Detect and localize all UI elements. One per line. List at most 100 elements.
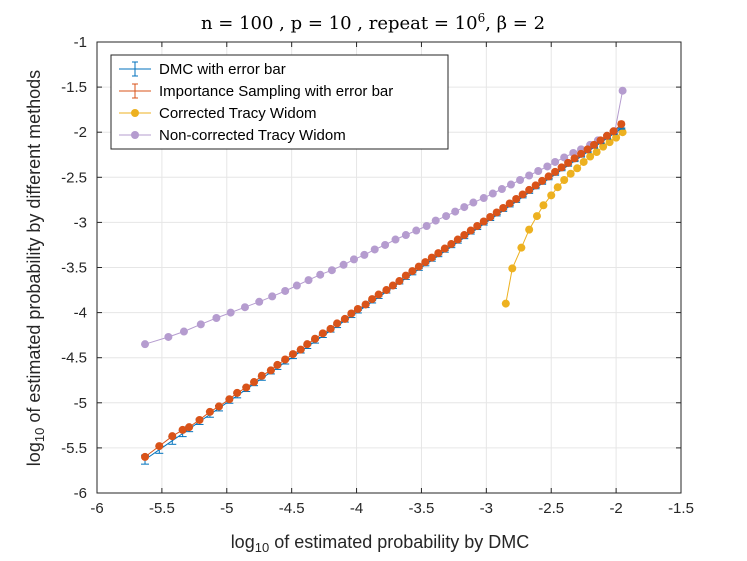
importance-sampling-with-error-bar-point [603,131,612,140]
corrected-tracy-widom-point [547,191,556,200]
y-tick-label: -3.5 [61,260,87,277]
non-corrected-tracy-widom-point [618,86,627,95]
non-corrected-tracy-widom-point [401,231,410,240]
non-corrected-tracy-widom-point [164,332,173,341]
y-axis-label-sub: 10 [32,428,47,442]
importance-sampling-with-error-bar-point [447,240,456,249]
axis-ticks: -6 -5.5 -5 -4.5 -4 -3.5 -3 -2.5 -2 -1.5 -6 -5.5 -5 -4… [61,34,694,517]
non-corrected-tracy-widom-point [460,203,469,212]
importance-sampling-with-error-bar-point [141,452,150,461]
y-tick-label: -1.5 [61,79,87,96]
importance-sampling-with-error-bar-point [333,319,342,328]
x-tick-label: -2.5 [538,500,564,517]
importance-sampling-with-error-bar-point [434,249,443,258]
importance-sampling-with-error-bar-point [505,199,514,208]
y-tick-label: -3 [74,214,87,231]
corrected-tracy-widom-point [539,201,548,210]
importance-sampling-with-error-bar-point [368,295,377,304]
importance-sampling-with-error-bar-point [225,395,234,404]
non-corrected-tracy-widom-point [268,292,277,301]
importance-sampling-with-error-bar-point [303,340,312,349]
corrected-tracy-widom-point [501,299,510,308]
importance-sampling-with-error-bar-point [583,145,592,154]
x-tick-label: -3 [480,500,493,517]
importance-sampling-with-error-bar-point [479,217,488,226]
importance-sampling-with-error-bar-point [557,163,566,172]
legend-box [110,54,449,150]
non-corrected-tracy-widom-point [422,222,431,231]
importance-sampling-with-error-bar-point [551,167,560,176]
importance-sampling-with-error-bar-point [408,267,417,276]
legend-swatch-dot-corrected-tracy-widom [131,109,139,117]
legend-swatch-dot-non-corrected-tracy-widom [131,131,139,139]
chart-title-main: n = 100 , p = 10 , repeat = 10 [201,13,478,34]
x-tick-label: -5.5 [149,500,175,517]
y-axis-label: log10 of estimated probability by differ… [24,70,47,466]
non-corrected-tracy-widom-point [479,194,488,203]
importance-sampling-with-error-bar-point [473,222,482,231]
importance-sampling-with-error-bar-point [440,244,449,253]
non-corrected-tracy-widom-point [525,171,534,180]
y-tick-label: -4 [74,305,87,322]
legend-label-dmc-with-error-bar: DMC with error bar [159,61,286,78]
y-tick-label: -5.5 [61,440,87,457]
legend: DMC with error bar Importance Sampling wi… [110,54,449,150]
importance-sampling-with-error-bar-point [178,425,187,434]
corrected-tracy-widom-point [605,138,614,147]
non-corrected-tracy-widom-point [292,281,301,290]
importance-sampling-with-error-bar-point [590,140,599,149]
importance-sampling-with-error-bar-point [388,281,397,290]
non-corrected-tracy-widom-point [212,314,221,323]
importance-sampling-with-error-bar-point [205,407,214,416]
non-corrected-tracy-widom-point [488,189,497,198]
importance-sampling-with-error-bar-point [288,350,297,359]
importance-sampling-with-error-bar-point [427,253,436,262]
importance-sampling-with-error-bar-point [168,432,177,441]
y-axis-label-rest: of estimated probability by different me… [24,70,44,428]
non-corrected-tracy-widom-point [304,276,313,285]
y-tick-label: -6 [74,485,87,502]
non-corrected-tracy-widom-point [255,297,264,306]
importance-sampling-with-error-bar-point [525,185,534,194]
corrected-tracy-widom-point [599,142,608,151]
non-corrected-tracy-widom-point [240,303,249,312]
x-axis-label-log: log [231,532,255,552]
importance-sampling-with-error-bar-point [214,402,223,411]
non-corrected-tracy-widom-point [497,185,506,194]
importance-sampling-with-error-bar-point [347,309,356,318]
importance-sampling-with-error-bar-point [564,158,573,167]
non-corrected-tracy-widom-point [339,260,348,269]
importance-sampling-with-error-bar-point [518,190,527,199]
importance-sampling-with-error-bar-point [353,304,362,313]
importance-sampling-with-error-bar-point [155,442,164,451]
corrected-tracy-widom-point [566,169,575,178]
importance-sampling-with-error-bar-point [421,258,430,267]
corrected-tracy-widom-point [586,152,595,161]
corrected-tracy-widom-point [573,164,582,173]
x-axis-label-rest: of estimated probability by DMC [269,532,529,552]
y-tick-label: -4.5 [61,350,87,367]
y-tick-label: -2 [74,124,87,141]
importance-sampling-with-error-bar-point [242,383,251,392]
importance-sampling-with-error-bar-point [250,378,259,387]
x-tick-label: -6 [90,500,103,517]
importance-sampling-with-error-bar-point [609,127,618,136]
corrected-tracy-widom-point [532,212,541,221]
non-corrected-tracy-widom-point [506,180,515,189]
chart-title-exponent: 6 [478,11,486,25]
non-corrected-tracy-widom-point [543,162,552,171]
importance-sampling-with-error-bar-point [414,262,423,271]
importance-sampling-with-error-bar-point [340,314,349,323]
non-corrected-tracy-widom-point [391,235,400,244]
importance-sampling-with-error-bar-point [311,334,320,343]
importance-sampling-with-error-bar-point [499,203,508,212]
importance-sampling-with-error-bar-point [460,231,469,240]
non-corrected-tracy-widom-point [381,240,390,249]
importance-sampling-with-error-bar-point [486,212,495,221]
non-corrected-tracy-widom-point [516,176,525,185]
chart-title-suffix: , β = 2 [485,13,545,34]
non-corrected-tracy-widom-point [451,207,460,216]
importance-sampling-with-error-bar-point [318,329,327,338]
non-corrected-tracy-widom-point [141,340,150,349]
